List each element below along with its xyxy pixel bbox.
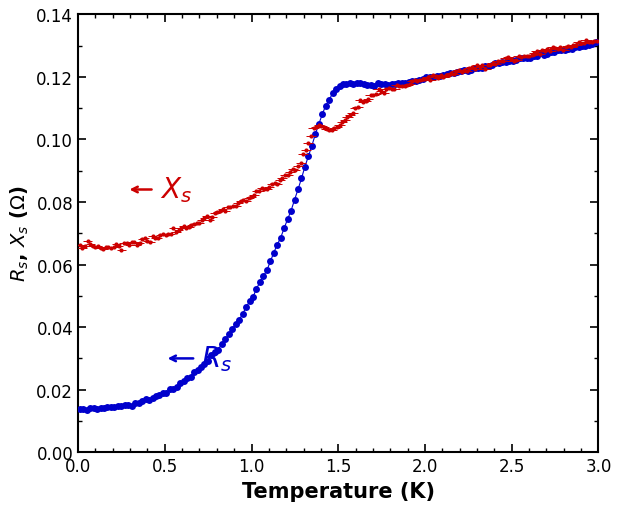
X-axis label: Temperature (K): Temperature (K) bbox=[242, 480, 435, 501]
Text: $X_s$: $X_s$ bbox=[159, 175, 192, 205]
Y-axis label: $R_s$, $X_s$ ($\Omega$): $R_s$, $X_s$ ($\Omega$) bbox=[8, 186, 30, 282]
Text: $R_s$: $R_s$ bbox=[202, 344, 232, 374]
